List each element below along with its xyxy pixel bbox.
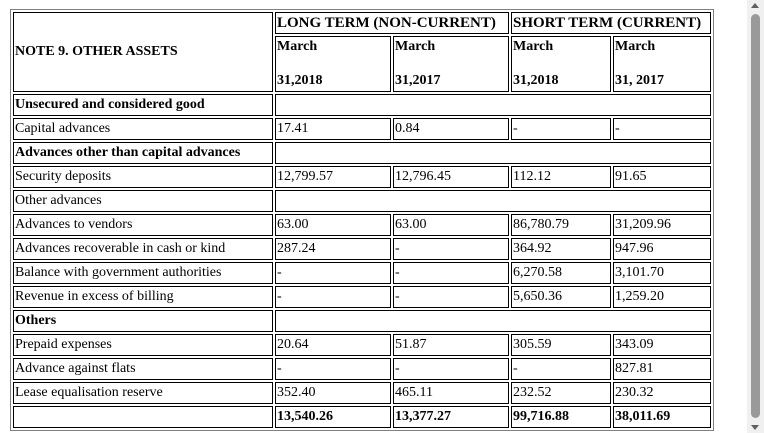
period-date: 31,2018	[513, 73, 559, 88]
value-cell: 305.59	[511, 334, 611, 356]
row-label: Advances recoverable in cash or kind	[13, 238, 273, 260]
other-assets-table: NOTE 9. OTHER ASSETS LONG TERM (NON-CURR…	[10, 9, 714, 431]
section-row: Others	[13, 310, 711, 332]
total-row: 13,540.26 13,377.27 99,716.88 38,011.69	[13, 406, 711, 428]
value-cell: 827.81	[613, 358, 711, 380]
value-cell: -	[511, 358, 611, 380]
period-header: March 31, 2017	[613, 36, 711, 92]
period-date: 31,2018	[277, 73, 323, 88]
row-label: Revenue in excess of billing	[13, 286, 273, 308]
vertical-scrollbar[interactable]	[747, 0, 764, 433]
value-cell: -	[393, 358, 509, 380]
row-label: Others	[13, 310, 273, 332]
value-cell: -	[393, 286, 509, 308]
value-cell: 63.00	[275, 214, 391, 236]
value-cell: 63.00	[393, 214, 509, 236]
value-cell: 31,209.96	[613, 214, 711, 236]
value-cell: 51.87	[393, 334, 509, 356]
value-cell: 12,799.57	[275, 166, 391, 188]
value-cell: -	[511, 118, 611, 140]
table-row: Lease equalisation reserve 352.40 465.11 23…	[13, 382, 711, 404]
row-label: Other advances	[13, 190, 273, 212]
period-month: March	[395, 39, 436, 54]
table-row: Prepaid expenses 20.64 51.87 305.59 343.09	[13, 334, 711, 356]
empty-span-cell	[275, 142, 711, 164]
value-cell: -	[393, 262, 509, 284]
period-date: 31,2017	[395, 73, 441, 88]
table-row: Revenue in excess of billing - -5,650.36 1,…	[13, 286, 711, 308]
value-cell: 352.40	[275, 382, 391, 404]
value-cell: -	[393, 238, 509, 260]
scroll-thumb[interactable]	[751, 14, 760, 418]
value-cell: -	[613, 118, 711, 140]
row-label: Security deposits	[13, 166, 273, 188]
group-header-row: NOTE 9. OTHER ASSETS LONG TERM (NON-CURR…	[13, 12, 711, 92]
section-row: Unsecured and considered good	[13, 94, 711, 116]
scroll-up-arrow-icon[interactable]	[751, 3, 759, 8]
table-row: Advances recoverable in cash or kind 287.…	[13, 238, 711, 260]
period-date: 31, 2017	[615, 73, 664, 88]
subsection-row: Other advances	[13, 190, 711, 212]
value-cell: 20.64	[275, 334, 391, 356]
value-cell: 465.11	[393, 382, 509, 404]
total-cell: 38,011.69	[613, 406, 711, 428]
value-cell: -	[275, 262, 391, 284]
value-cell: 0.84	[393, 118, 509, 140]
empty-span-cell	[275, 94, 711, 116]
row-label: Advances to vendors	[13, 214, 273, 236]
value-cell: 364.92	[511, 238, 611, 260]
row-label: Advance against flats	[13, 358, 273, 380]
row-label: Capital advances	[13, 118, 273, 140]
period-header: March 31,2018	[275, 36, 391, 92]
value-cell: 17.41	[275, 118, 391, 140]
scroll-down-arrow-icon[interactable]	[751, 425, 759, 430]
table-row: Capital advances 17.41 0.84- -	[13, 118, 711, 140]
table-row: Advances to vendors 63.00 63.00 86,780.79 31…	[13, 214, 711, 236]
period-header-row: March 31,2018 March 31,2017 March 31,2018 M…	[13, 36, 711, 92]
value-cell: 947.96	[613, 238, 711, 260]
table-row: Advance against flats - - -827.81	[13, 358, 711, 380]
total-cell: 13,540.26	[275, 406, 391, 428]
period-month: March	[615, 39, 656, 54]
value-cell: 86,780.79	[511, 214, 611, 236]
total-cell: 13,377.27	[393, 406, 509, 428]
value-cell: 232.52	[511, 382, 611, 404]
short-term-header: SHORT TERM (CURRENT)	[511, 12, 711, 34]
table-row: Balance with government authorities - -6,2…	[13, 262, 711, 284]
empty-span-cell	[275, 190, 711, 212]
table-row: Security deposits 12,799.57 12,796.45 112.1…	[13, 166, 711, 188]
row-label: Lease equalisation reserve	[13, 382, 273, 404]
value-cell: 230.32	[613, 382, 711, 404]
value-cell: 343.09	[613, 334, 711, 356]
row-label: Unsecured and considered good	[13, 94, 273, 116]
empty-span-cell	[275, 310, 711, 332]
value-cell: 5,650.36	[511, 286, 611, 308]
value-cell: 12,796.45	[393, 166, 509, 188]
value-cell: 6,270.58	[511, 262, 611, 284]
value-cell: 287.24	[275, 238, 391, 260]
section-row: Advances other than capital advances	[13, 142, 711, 164]
period-header: March 31,2018	[511, 36, 611, 92]
row-label: Balance with government authorities	[13, 262, 273, 284]
value-cell: 3,101.70	[613, 262, 711, 284]
value-cell: -	[275, 286, 391, 308]
value-cell: 1,259.20	[613, 286, 711, 308]
period-month: March	[513, 39, 554, 54]
period-header: March 31,2017	[393, 36, 509, 92]
row-label: Advances other than capital advances	[13, 142, 273, 164]
value-cell: 112.12	[511, 166, 611, 188]
period-month: March	[277, 39, 318, 54]
value-cell: 91.65	[613, 166, 711, 188]
value-cell: -	[275, 358, 391, 380]
long-term-header: LONG TERM (NON-CURRENT)	[275, 12, 509, 34]
table-body: Unsecured and considered good Capital adv…	[13, 94, 711, 428]
total-label-cell	[13, 406, 273, 428]
row-label: Prepaid expenses	[13, 334, 273, 356]
table-title: NOTE 9. OTHER ASSETS	[13, 12, 273, 92]
total-cell: 99,716.88	[511, 406, 611, 428]
